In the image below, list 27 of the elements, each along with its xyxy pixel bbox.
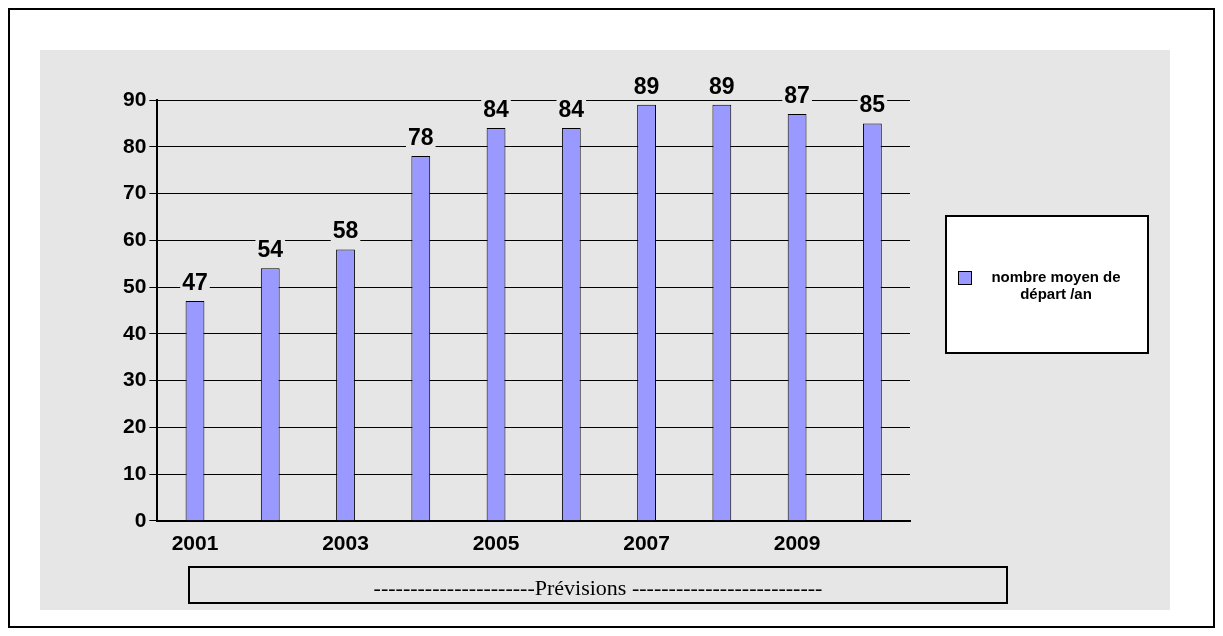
y-tick-label: 60: [123, 227, 147, 251]
legend-label: nombre moyen de départ /an: [990, 267, 1122, 302]
data-label: 84: [483, 95, 510, 122]
data-label: 78: [407, 123, 434, 150]
data-label: 89: [709, 72, 735, 99]
data-label: 89: [633, 72, 660, 99]
y-tick-label: 40: [123, 320, 147, 344]
x-tick-label: 2003: [322, 531, 369, 555]
caption-frame: ----------------------Prévisions --------------------------: [188, 566, 1008, 604]
x-tick-label: 2001: [171, 531, 219, 555]
x-tick-label: 2005: [472, 531, 520, 555]
data-label: 47: [182, 268, 208, 295]
y-tick-label: 70: [123, 180, 147, 204]
y-tick-label: 0: [134, 507, 147, 531]
data-label: 85: [859, 91, 886, 118]
data-label: 58: [332, 217, 359, 244]
data-label: 54: [257, 236, 284, 263]
y-tick-label: 20: [123, 414, 147, 438]
y-tick-label: 50: [123, 273, 147, 297]
data-label: 87: [784, 81, 810, 108]
y-tick-label: 10: [123, 460, 147, 484]
y-tick-label: 30: [123, 367, 147, 391]
y-tick-label: 90: [123, 86, 147, 110]
x-tick-label: 2009: [773, 531, 821, 555]
x-tick-label: 2007: [623, 531, 670, 555]
data-label: 84: [558, 95, 585, 122]
y-tick-label: 80: [123, 133, 147, 157]
